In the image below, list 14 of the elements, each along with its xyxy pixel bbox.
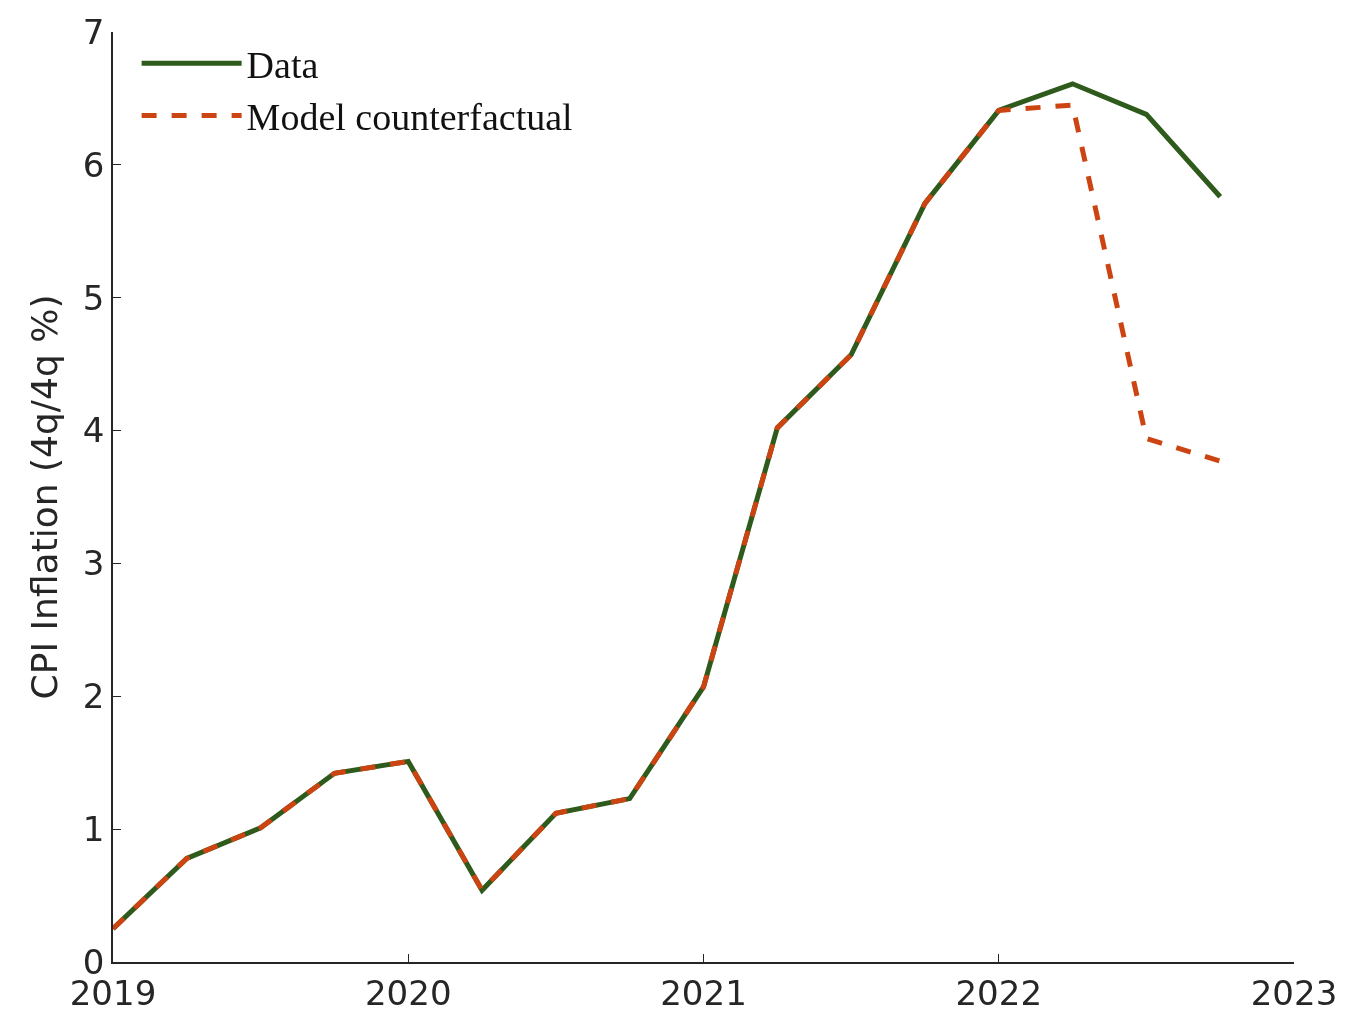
y-tick-label: 7: [82, 11, 105, 52]
y-tick-label: 4: [82, 410, 105, 451]
y-tick-label: 5: [82, 277, 105, 318]
y-tick-label: 2: [82, 676, 105, 717]
x-tick-label: 2020: [364, 972, 452, 1013]
legend-label: Data: [246, 44, 319, 87]
y-axis-title: CPI Inflation (4q/4q %): [24, 294, 66, 700]
y-tick-label: 1: [82, 809, 105, 850]
legend-label: Model counterfactual: [246, 96, 573, 139]
x-tick-label: 2022: [955, 972, 1043, 1013]
y-tick-label: 3: [82, 543, 105, 584]
x-tick-label: 2023: [1250, 972, 1338, 1013]
x-tick-label: 2021: [660, 972, 747, 1013]
y-tick-label: 6: [82, 144, 105, 185]
